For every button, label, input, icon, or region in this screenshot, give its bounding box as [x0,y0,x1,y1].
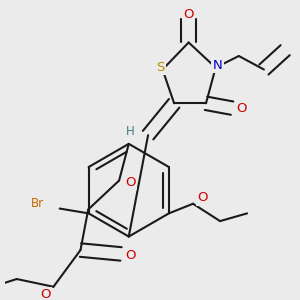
Text: O: O [183,8,194,21]
Text: O: O [125,249,136,262]
Text: S: S [156,61,165,74]
Text: O: O [40,288,51,300]
Text: N: N [213,59,223,72]
Text: Br: Br [31,197,44,210]
Text: O: O [197,191,208,204]
Text: O: O [125,176,136,189]
Text: O: O [236,102,247,115]
Text: H: H [126,125,135,138]
